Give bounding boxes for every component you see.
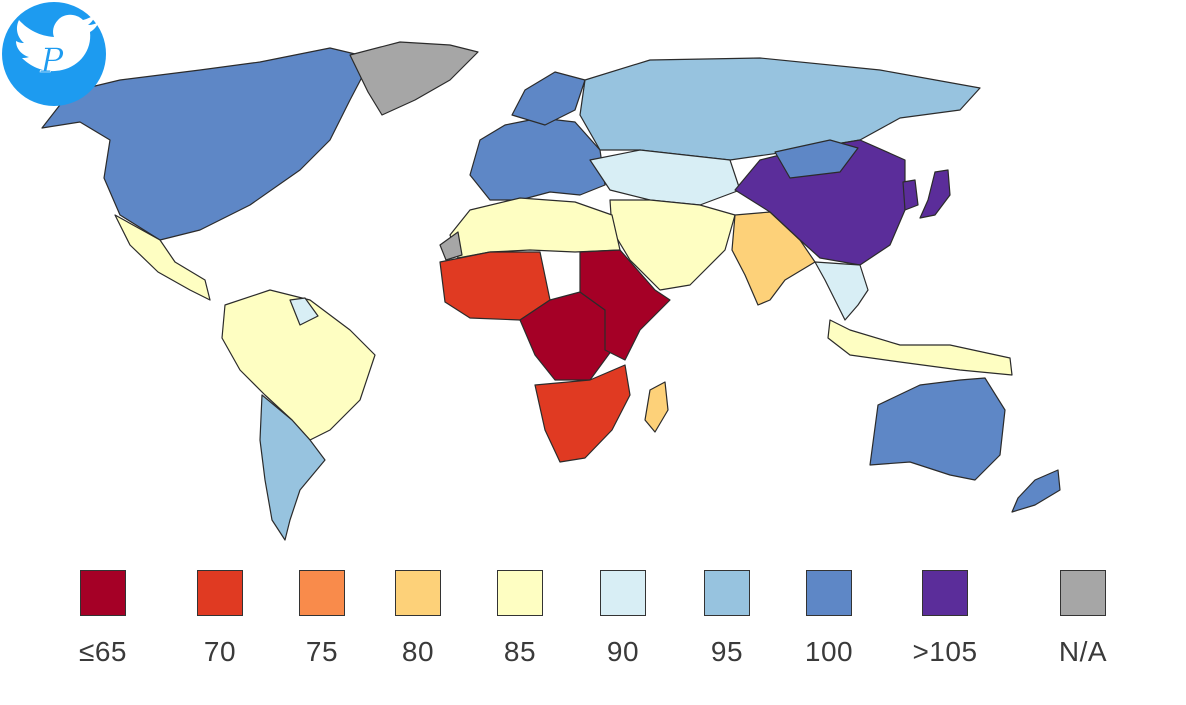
legend-item: 100 <box>774 570 884 668</box>
southern-cone-region <box>259 394 326 541</box>
legend-item: >105 <box>890 570 1000 668</box>
world-map: P <box>2 2 1061 541</box>
twitter-bird-icon <box>16 14 99 72</box>
korea-region <box>902 179 919 211</box>
legend-label: 100 <box>804 636 854 667</box>
legend-item: 85 <box>465 570 575 668</box>
legend-swatch <box>600 570 646 616</box>
legend-item: 95 <box>672 570 782 668</box>
legend-label: 75 <box>305 636 339 667</box>
new-zealand-region <box>1011 469 1061 513</box>
guyana-region <box>289 297 319 326</box>
central-asia-region <box>589 149 741 206</box>
indonesia-region <box>827 319 1013 376</box>
legend-label: N/A <box>1058 636 1108 667</box>
west-africa-region <box>439 251 551 321</box>
badge-monogram: P <box>40 41 65 81</box>
legend-item: N/A <box>1028 570 1138 668</box>
legend-swatch <box>197 570 243 616</box>
legend-label: 85 <box>503 636 537 667</box>
western-sahara-region <box>439 231 463 261</box>
legend-label: 90 <box>606 636 640 667</box>
legend-label: 70 <box>203 636 237 667</box>
legend-label: 80 <box>401 636 435 667</box>
legend-swatch <box>922 570 968 616</box>
legend-item: 90 <box>568 570 678 668</box>
legend-swatch <box>704 570 750 616</box>
north-america-region <box>41 47 373 241</box>
japan-region <box>919 169 951 219</box>
legend-label: >105 <box>912 636 978 667</box>
legend-swatch <box>299 570 345 616</box>
north-africa-region <box>449 197 621 259</box>
legend: ≤65 70 75 80 85 90 95 100 >105 N/A <box>0 560 1186 705</box>
madagascar-region <box>644 381 669 433</box>
greenland-region <box>349 41 479 116</box>
australia-region <box>869 377 1006 481</box>
legend-swatch <box>806 570 852 616</box>
southeast-asia-region <box>814 261 869 321</box>
legend-item: 80 <box>363 570 473 668</box>
middle-east-region <box>609 199 736 291</box>
legend-item: ≤65 <box>48 570 158 668</box>
europe-region <box>469 117 606 201</box>
south-america-region <box>221 289 376 441</box>
scandinavia-region <box>511 71 586 126</box>
southern-africa-region <box>534 364 631 463</box>
world-map-svg <box>41 41 1061 541</box>
central-america-region <box>114 214 211 301</box>
east-africa-region <box>579 249 671 361</box>
legend-label: 95 <box>710 636 744 667</box>
legend-swatch <box>395 570 441 616</box>
legend-swatch <box>497 570 543 616</box>
mongolia-region <box>774 139 859 179</box>
legend-swatch <box>1060 570 1106 616</box>
twitter-badge: P <box>2 2 106 106</box>
legend-label: ≤65 <box>78 636 127 667</box>
legend-item: 75 <box>267 570 377 668</box>
legend-swatch <box>80 570 126 616</box>
russia-region <box>579 57 981 161</box>
legend-item: 70 <box>165 570 275 668</box>
